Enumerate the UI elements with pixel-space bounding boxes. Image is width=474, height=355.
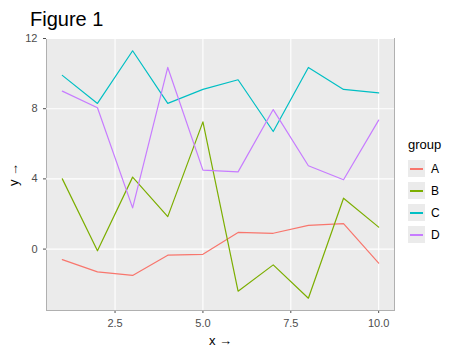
svg-text:y →: y → — [6, 163, 21, 186]
svg-text:x →: x → — [209, 333, 232, 348]
html-text:B: B — [431, 183, 439, 198]
html-text:Figure 1: Figure 1 — [30, 8, 104, 30]
svg-text:5.0: 5.0 — [195, 317, 210, 329]
html-text:group: group — [408, 136, 442, 152]
svg-text:12: 12 — [25, 32, 37, 44]
html-text:C: C — [431, 205, 440, 220]
svg-text:8: 8 — [31, 102, 37, 114]
svg-text:10.0: 10.0 — [368, 317, 389, 329]
html-text:D: D — [431, 227, 440, 242]
svg-text:4: 4 — [31, 172, 37, 184]
svg-text:0: 0 — [31, 243, 37, 255]
svg-text:7.5: 7.5 — [283, 317, 298, 329]
html-text:A: A — [431, 161, 439, 176]
svg-text:2.5: 2.5 — [107, 317, 122, 329]
